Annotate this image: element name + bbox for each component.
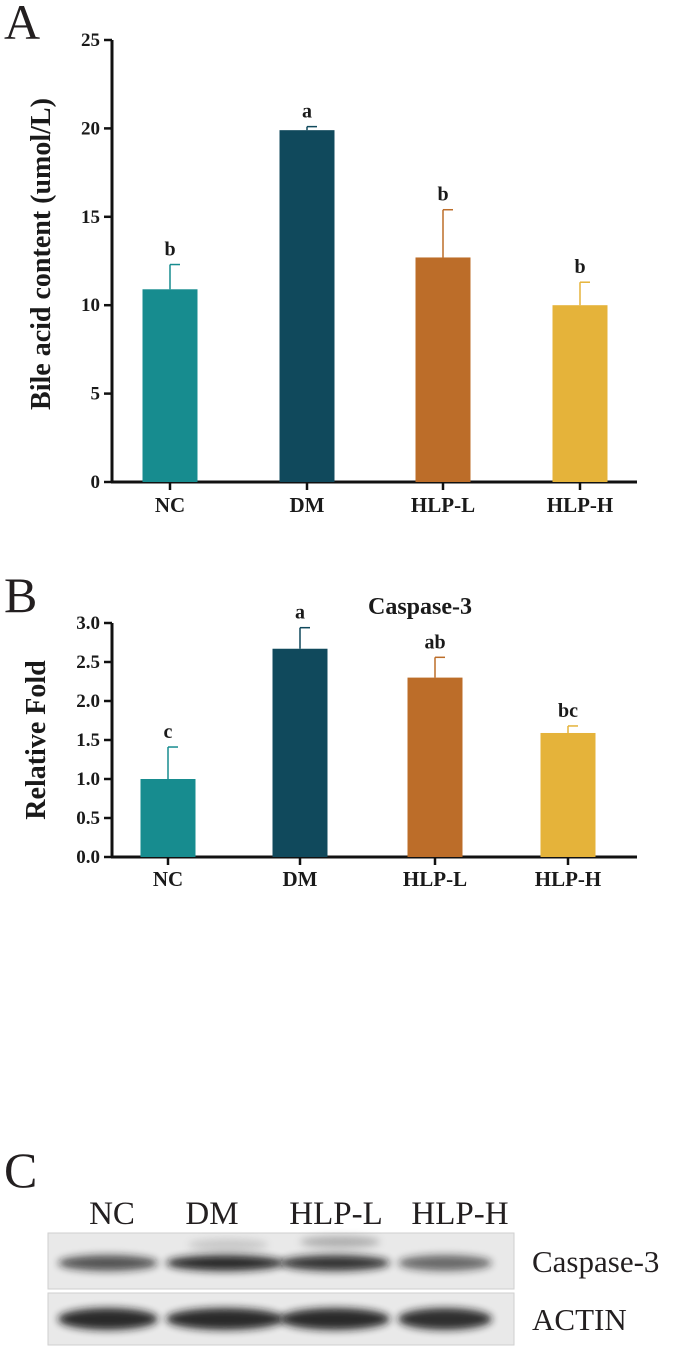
blot-band — [398, 1308, 492, 1330]
lane-label: HLP-H — [411, 1196, 508, 1232]
y-tick-label: 5 — [91, 384, 101, 405]
bar-dm — [279, 130, 335, 482]
bar-hlp-l — [415, 257, 471, 482]
significance-label: c — [164, 721, 173, 743]
blot-row-label: ACTIN — [532, 1302, 627, 1337]
blot-band — [398, 1255, 492, 1271]
panel-letter-b: B — [4, 567, 37, 623]
bar-hlp-h — [552, 305, 608, 482]
bar-nc — [140, 779, 196, 857]
blot-smear — [300, 1236, 380, 1248]
y-tick-label: 0.0 — [76, 847, 100, 868]
significance-label: a — [302, 101, 312, 123]
blot-row-label: Caspase-3 — [532, 1244, 659, 1279]
western-blot: NC DM HLP-L HLP-H Caspase-3 ACTIN — [47, 1196, 659, 1346]
panel-letter-a: A — [4, 0, 40, 50]
chart-title: Caspase-3 — [368, 594, 472, 620]
x-tick-label: NC — [153, 867, 183, 891]
y-tick-label: 2.0 — [76, 691, 100, 712]
significance-label: b — [437, 184, 448, 206]
chart-b: Caspase-3 Relative Fold 0.0 0.5 1.0 1.5 2.0 2.5… — [21, 594, 637, 891]
y-tick-label: 1.5 — [76, 730, 100, 751]
significance-label: a — [295, 602, 305, 624]
significance-label: ab — [424, 631, 445, 653]
significance-label: b — [164, 239, 175, 261]
bar-hlp-l — [407, 677, 463, 857]
blot-band — [58, 1308, 158, 1330]
x-tick-label: DM — [290, 493, 325, 517]
significance-label: bc — [558, 700, 578, 722]
blot-band — [280, 1308, 390, 1330]
x-tick-label: HLP-H — [535, 867, 602, 891]
y-tick-label: 15 — [81, 207, 100, 228]
bar-dm — [272, 648, 328, 857]
y-tick-label: 0 — [91, 472, 101, 493]
lane-label: NC — [89, 1196, 135, 1232]
lane-label: HLP-L — [289, 1196, 383, 1232]
y-axis-label: Relative Fold — [21, 660, 52, 820]
y-tick-label: 20 — [81, 118, 100, 139]
blot-band — [166, 1308, 284, 1330]
y-tick-label: 10 — [81, 295, 100, 316]
y-tick-label: 2.5 — [76, 652, 100, 673]
bar-nc — [142, 289, 198, 482]
x-tick-label: DM — [283, 867, 318, 891]
blot-smear — [188, 1239, 268, 1251]
blot-band — [166, 1255, 284, 1271]
lane-label: DM — [185, 1196, 238, 1232]
y-tick-label: 0.5 — [76, 808, 100, 829]
y-axis-label: Bile acid content (umol/L) — [26, 98, 57, 410]
y-tick-label: 1.0 — [76, 769, 100, 790]
x-tick-label: HLP-L — [403, 867, 467, 891]
x-tick-label: HLP-H — [547, 493, 614, 517]
blot-band — [58, 1255, 158, 1271]
bar-hlp-h — [540, 732, 596, 857]
chart-a: Bile acid content (umol/L) 0 5 10 15 20 25 b NC a… — [26, 30, 637, 517]
x-tick-label: HLP-L — [411, 493, 475, 517]
panel-letter-c: C — [4, 1142, 37, 1198]
blot-band — [280, 1255, 390, 1271]
significance-label: b — [574, 256, 585, 278]
y-tick-label: 3.0 — [76, 613, 100, 634]
y-tick-label: 25 — [81, 30, 100, 51]
x-tick-label: NC — [155, 493, 185, 517]
